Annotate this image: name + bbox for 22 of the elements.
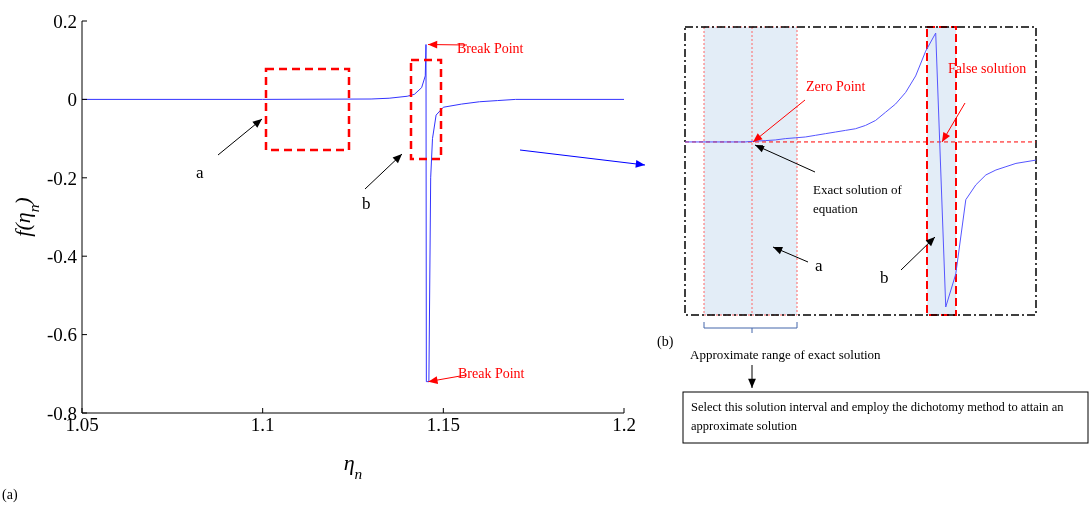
annotation: Break Point (458, 366, 525, 381)
text: Select this solution interval and employ the dichotomy method to attain an approximate solution (691, 399, 1065, 435)
annotation: False solution (948, 61, 1027, 76)
annotation: b (362, 194, 371, 213)
x-tick-label: 1.2 (612, 414, 636, 436)
text: Approximate range of exact solution (690, 347, 882, 362)
y-tick-label: -0.2 (46, 167, 77, 189)
text: (a) (2, 487, 18, 503)
y-tick-label: -0.6 (46, 324, 77, 346)
x-tick-label: 1.15 (426, 414, 460, 436)
annotation: a (196, 163, 204, 182)
annotation: a (815, 256, 823, 275)
annotation: Break Point (457, 41, 524, 56)
y-tick-label: -0.4 (46, 245, 78, 267)
y-tick-label: 0 (67, 89, 77, 111)
x-tick-label: 1.1 (250, 414, 275, 436)
x-axis-title: η$_{n}$ (343, 450, 363, 482)
annotation: b (880, 268, 889, 287)
annotation: Zero Point (806, 79, 866, 94)
annotation: Exact solution of equation (813, 181, 903, 218)
y-tick-label: 0.2 (53, 10, 77, 32)
text: (b) (657, 334, 674, 350)
